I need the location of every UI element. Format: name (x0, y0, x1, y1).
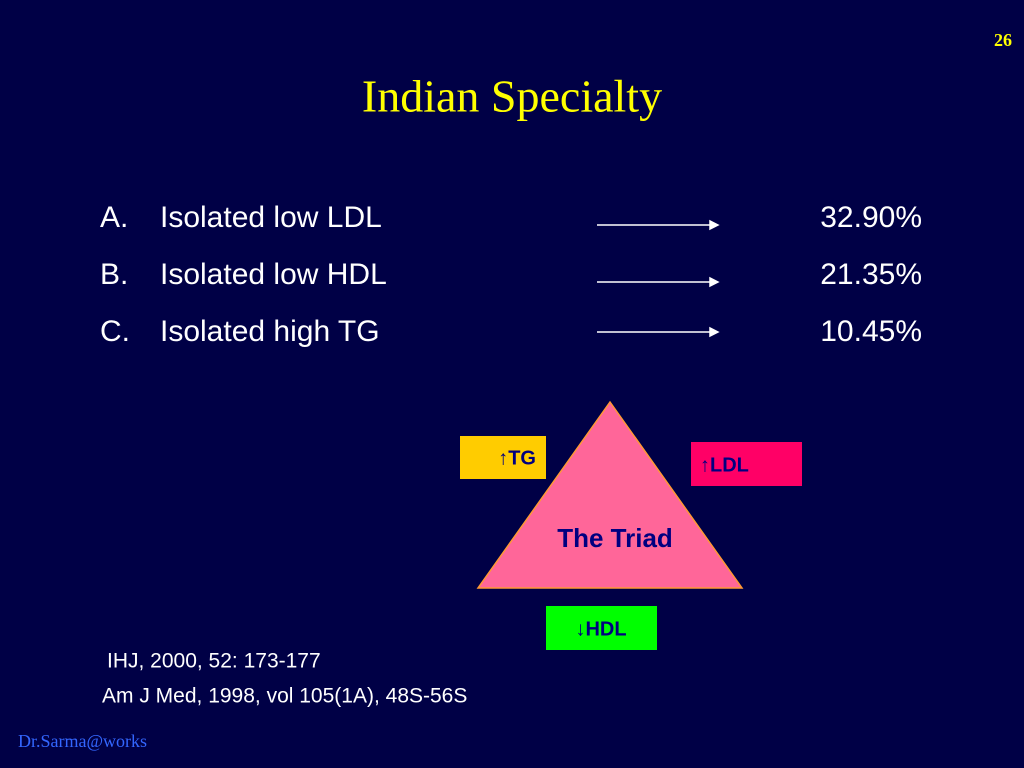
item-label: Isolated high TG (160, 315, 380, 348)
list: A. Isolated low LDL 32.90% B. Isolated l… (100, 201, 922, 348)
item-marker: A. (100, 201, 128, 234)
item-value: 32.90% (820, 201, 922, 234)
hdl-box (546, 606, 657, 650)
item-value: 10.45% (820, 315, 922, 348)
arrow-head (709, 219, 720, 231)
title: Indian Specialty (362, 71, 662, 122)
ldl-label: ↑LDL (700, 454, 749, 476)
page-number: 26 (994, 30, 1012, 50)
item-label: Isolated low LDL (160, 201, 382, 234)
ldl-box (691, 442, 802, 486)
arrows (597, 219, 720, 338)
triad-center: The Triad (557, 523, 673, 553)
reference: Am J Med, 1998, vol 105(1A), 48S-56S (102, 685, 467, 708)
tg-box (460, 436, 546, 479)
item-marker: B. (100, 258, 128, 291)
hdl-label: ↓HDL (575, 618, 626, 640)
item-marker: C. (100, 315, 130, 348)
triad-triangle (476, 400, 744, 589)
footer: Dr.Sarma@works (18, 731, 147, 751)
item-label: Isolated low HDL (160, 258, 387, 291)
arrow-head (709, 326, 720, 338)
arrow-head (709, 276, 720, 288)
item-value: 21.35% (820, 258, 922, 291)
reference: IHJ, 2000, 52: 173-177 (107, 650, 321, 673)
tg-label: ↑TG (498, 447, 536, 469)
